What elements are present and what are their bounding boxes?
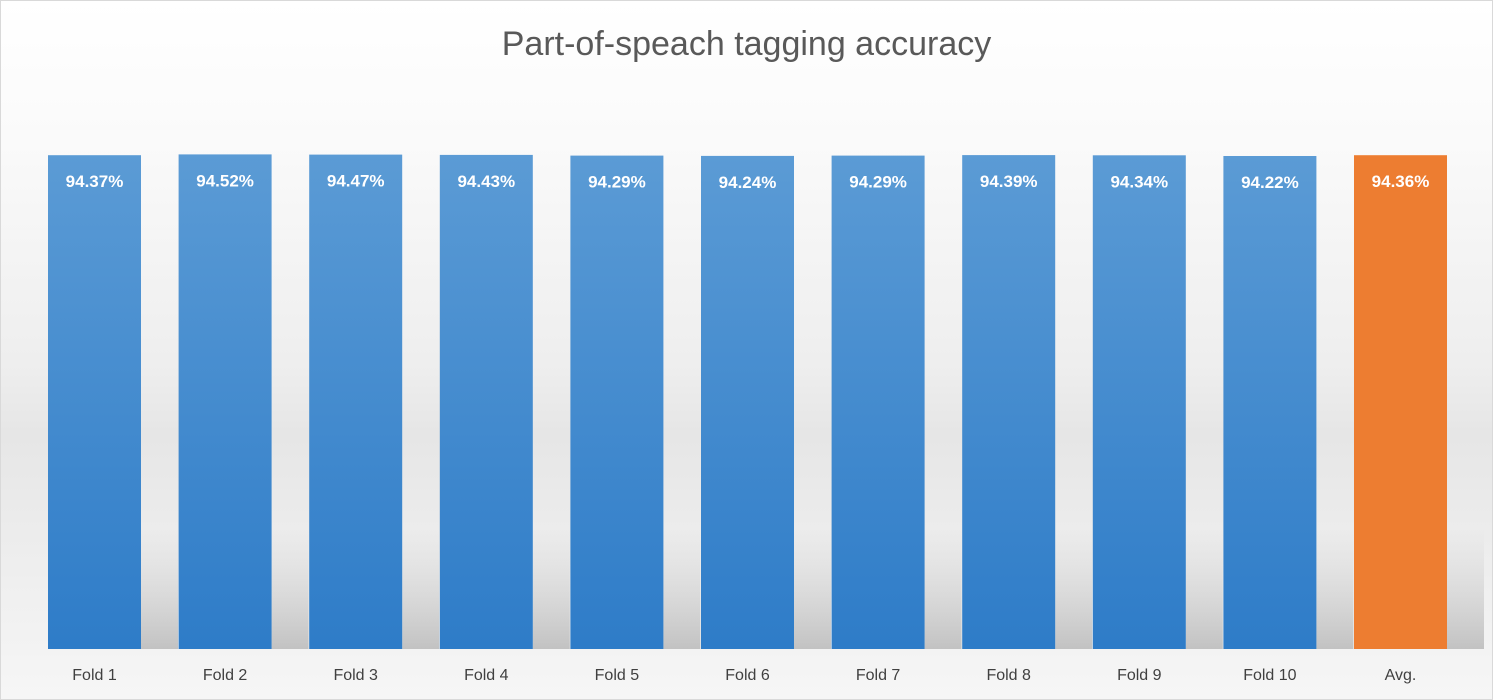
x-tick-label: Fold 4 [464, 667, 509, 684]
bar-average [1354, 155, 1447, 649]
bar-fold-5 [570, 156, 663, 649]
bar-fold-3 [309, 155, 402, 649]
data-label: 94.34% [1110, 172, 1168, 191]
bar-shadow [272, 529, 309, 649]
bar-fold-6 [701, 156, 794, 649]
bar-fold-1 [48, 155, 141, 649]
bar-shadow [1186, 529, 1223, 649]
data-label: 94.36% [1372, 172, 1430, 191]
x-tick-label: Fold 9 [1117, 667, 1162, 684]
x-tick-label: Fold 10 [1243, 667, 1296, 684]
x-tick-label: Fold 1 [72, 667, 117, 684]
data-label: 94.29% [588, 173, 646, 192]
bar-shadow [533, 529, 570, 649]
bar-shadow [663, 529, 700, 649]
x-tick-label: Fold 7 [856, 667, 901, 684]
bar-fold-4 [440, 155, 533, 649]
data-label: 94.22% [1241, 173, 1299, 192]
data-label: 94.37% [66, 172, 124, 191]
bar-shadow [925, 529, 962, 649]
data-label: 94.29% [849, 173, 907, 192]
bar-shadow [141, 529, 178, 649]
bar-fold-8 [962, 155, 1055, 649]
x-tick-label: Fold 5 [595, 667, 640, 684]
bar-fold-2 [179, 154, 272, 649]
x-tick-label: Fold 6 [725, 667, 770, 684]
x-tick-label: Avg. [1385, 667, 1417, 684]
bar-shadow [1316, 529, 1353, 649]
bar-shadow [794, 529, 831, 649]
data-label: 94.47% [327, 172, 385, 191]
bar-shadow [402, 529, 439, 649]
data-label: 94.39% [980, 172, 1038, 191]
data-label: 94.43% [457, 172, 515, 191]
bar-shadow [1447, 529, 1484, 649]
x-tick-label: Fold 2 [203, 667, 248, 684]
bar-fold-9 [1093, 155, 1186, 649]
bar-fold-7 [832, 156, 925, 649]
x-tick-label: Fold 3 [333, 667, 378, 684]
bar-fold-10 [1223, 156, 1316, 649]
bar-shadow [1055, 529, 1092, 649]
data-label: 94.24% [719, 173, 777, 192]
x-tick-label: Fold 8 [986, 667, 1031, 684]
data-label: 94.52% [196, 171, 254, 190]
